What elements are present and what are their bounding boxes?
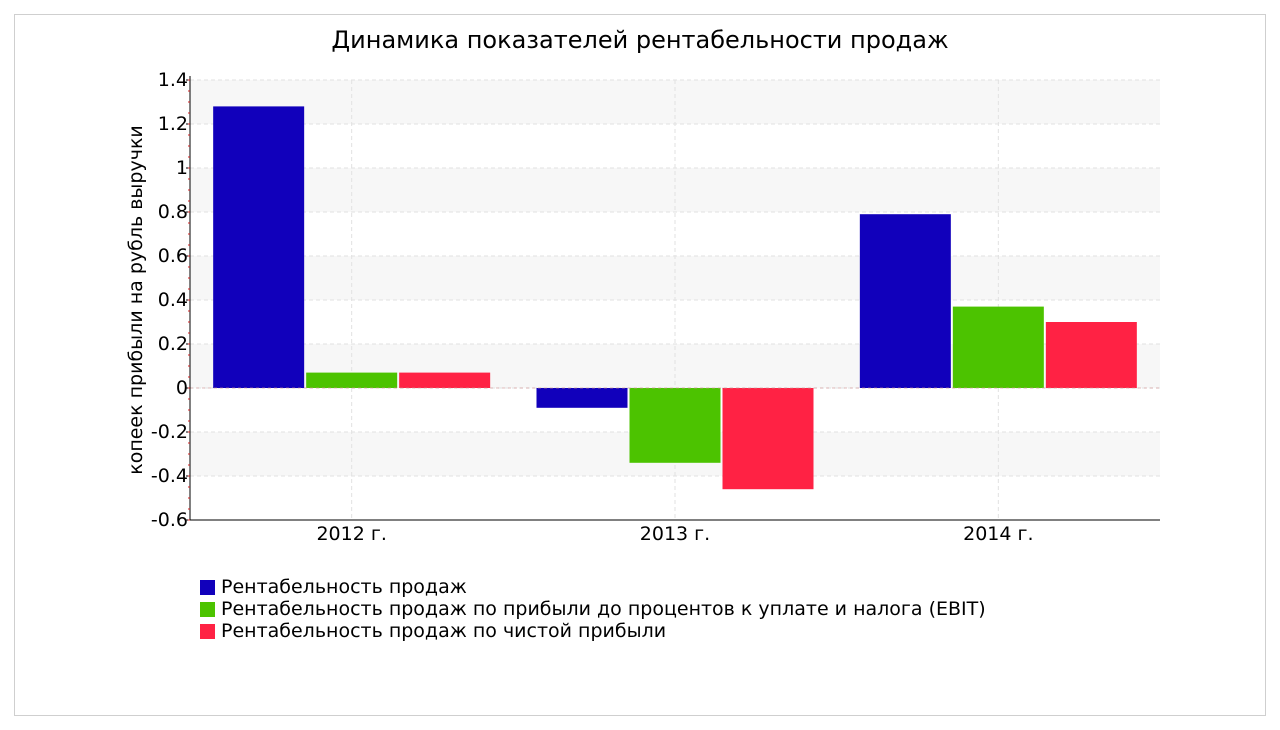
y-tick-label: 1: [176, 157, 188, 179]
bar: [213, 106, 305, 389]
y-tick-label: 1.2: [158, 113, 188, 135]
y-tick-label: 1.4: [158, 69, 188, 91]
bar: [399, 372, 491, 388]
y-tick-label: -0.4: [151, 465, 188, 487]
x-tick-label: 2012 г.: [316, 523, 386, 545]
chart-title: Динамика показателей рентабельности прод…: [331, 26, 949, 54]
y-tick-label: -0.2: [151, 421, 188, 443]
legend-label: Рентабельность продаж по прибыли до проц…: [221, 598, 986, 620]
y-tick-label: 0: [176, 377, 188, 399]
legend-item: Рентабельность продаж: [200, 576, 986, 598]
legend-label: Рентабельность продаж по чистой прибыли: [221, 620, 667, 642]
y-tick-label: 0.4: [158, 289, 188, 311]
bar: [536, 388, 628, 408]
y-axis-label: копеек прибыли на рубль выручки: [125, 125, 147, 475]
bar: [1045, 322, 1137, 388]
chart-legend: Рентабельность продаж Рентабельность прод…: [200, 576, 986, 642]
bar: [952, 306, 1044, 388]
y-tick-label: 0.2: [158, 333, 188, 355]
legend-swatch: [200, 579, 215, 595]
legend-item: Рентабельность продаж по чистой прибыли: [200, 620, 986, 642]
bar: [629, 388, 721, 463]
y-tick-label: 0.8: [158, 201, 188, 223]
legend-item: Рентабельность продаж по прибыли до проц…: [200, 598, 986, 620]
bar: [306, 372, 398, 388]
y-tick-label: -0.6: [151, 509, 188, 531]
legend-swatch: [200, 623, 215, 639]
y-tick-label: 0.6: [158, 245, 188, 267]
bar: [722, 388, 814, 490]
x-tick-label: 2014 г.: [963, 523, 1033, 545]
bar: [859, 214, 951, 388]
x-tick-label: 2013 г.: [640, 523, 710, 545]
legend-swatch: [200, 601, 215, 617]
legend-label: Рентабельность продаж: [221, 576, 467, 598]
grid-band: [190, 168, 1160, 212]
